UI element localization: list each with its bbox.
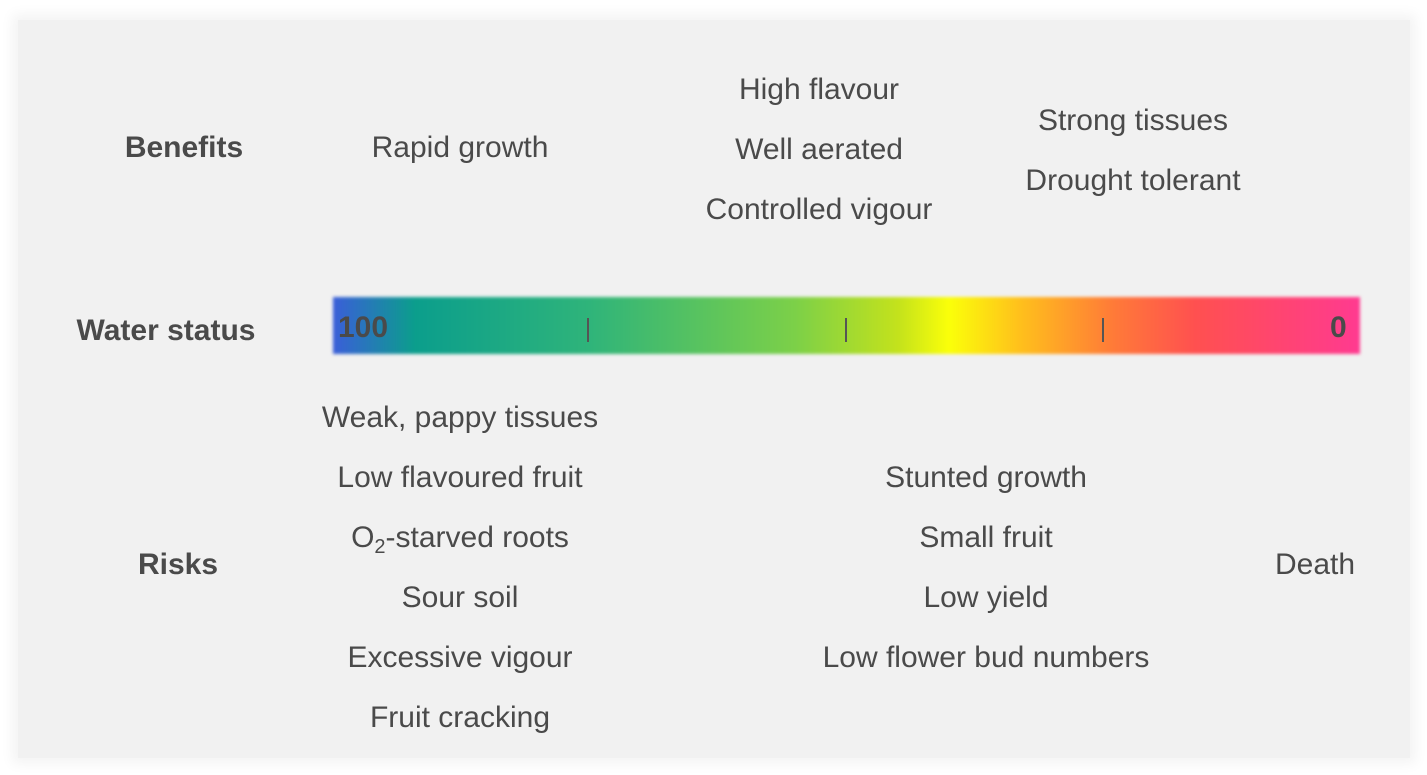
benefit-strong-tissues: Strong tissues	[1037, 104, 1229, 137]
benefit-well-aerated: Well aerated	[735, 133, 903, 166]
risk-low-yield: Low yield	[923, 581, 1049, 614]
risk-stunted-growth: Stunted growth	[885, 461, 1087, 494]
risk-excessive-vigour: Excessive vigour	[347, 641, 573, 674]
o2-starved-roots-text: -starved roots	[385, 521, 569, 554]
risk-small-fruit: Small fruit	[919, 521, 1053, 554]
o2-subscript: 2	[374, 536, 386, 558]
water-status-tick-1	[587, 318, 589, 342]
risk-low-flower-bud-numbers: Low flower bud numbers	[822, 641, 1150, 674]
o2-base: O	[351, 521, 375, 554]
risk-death: Death	[1274, 548, 1356, 581]
risks-heading: Risks	[137, 548, 219, 581]
benefit-high-flavour: High flavour	[738, 73, 900, 106]
risk-sour-soil: Sour soil	[401, 581, 519, 614]
risk-weak-tissues: Weak, pappy tissues	[321, 401, 599, 434]
water-status-tick-3	[1102, 318, 1104, 342]
risk-o2-starved-roots: O2-starved roots	[351, 521, 569, 558]
benefit-rapid-growth: Rapid growth	[371, 131, 549, 164]
benefits-heading: Benefits	[124, 131, 244, 164]
risk-low-flavoured-fruit: Low flavoured fruit	[337, 461, 583, 494]
benefit-drought-tolerant: Drought tolerant	[1025, 164, 1241, 197]
water-status-label-100: 100	[338, 311, 389, 344]
benefit-controlled-vigour: Controlled vigour	[705, 193, 933, 226]
diagram-panel	[18, 20, 1410, 758]
water-status-tick-2	[845, 318, 847, 342]
water-status-heading: Water status	[76, 314, 256, 347]
water-status-label-0: 0	[1330, 311, 1347, 344]
risk-fruit-cracking: Fruit cracking	[369, 701, 551, 734]
